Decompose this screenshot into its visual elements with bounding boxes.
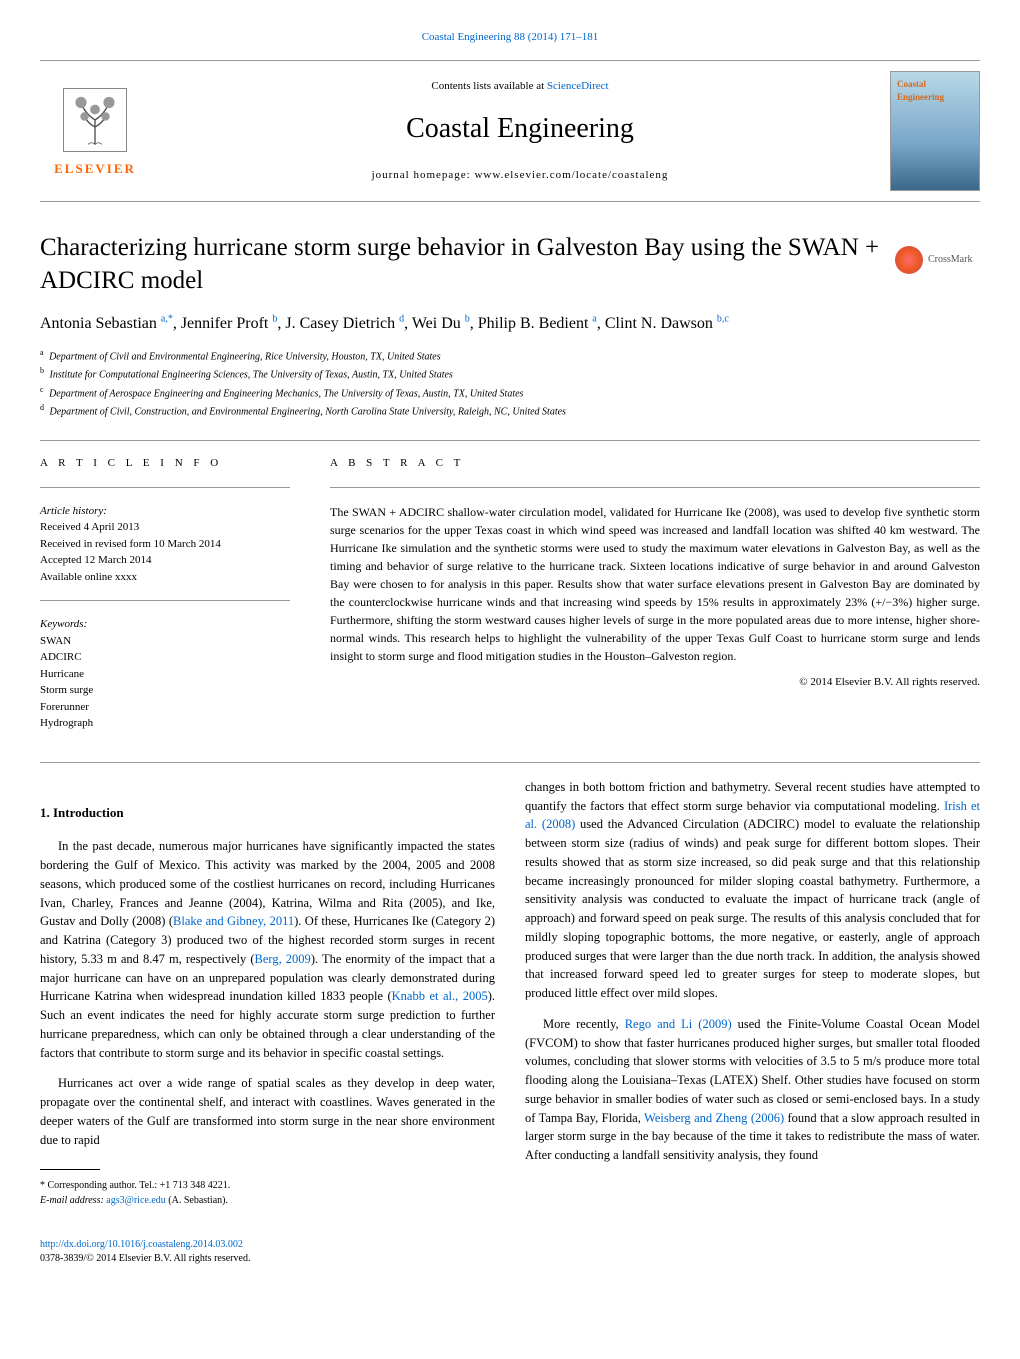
footnote-divider [40,1169,100,1170]
journal-banner: ELSEVIER Contents lists available at Sci… [40,60,980,202]
issn-line: 0378-3839/© 2014 Elsevier B.V. All right… [40,1252,980,1266]
ref-berg[interactable]: Berg, 2009 [255,952,311,966]
email-line: E-mail address: ags3@rice.edu (A. Sebast… [40,1193,495,1208]
abstract-heading: A B S T R A C T [330,456,980,471]
title-row: Characterizing hurricane storm surge beh… [40,232,980,297]
crossmark-badge[interactable]: CrossMark [895,237,980,282]
publisher-name: ELSEVIER [54,160,136,178]
contents-text: Contents lists available at [431,80,546,92]
cover-title: Coastal Engineering [897,78,973,103]
history-3: Available online xxxx [40,569,290,586]
keyword-1: ADCIRC [40,649,290,666]
abstract-text: The SWAN + ADCIRC shallow-water circulat… [330,503,980,665]
email-link[interactable]: ags3@rice.edu [106,1195,165,1206]
ref-rego[interactable]: Rego and Li (2009) [625,1017,732,1031]
affiliation-b: b Institute for Computational Engineerin… [40,365,980,383]
author-3: , Wei Du b [404,315,470,332]
author-1: , Jennifer Proft b [173,315,278,332]
keywords-label: Keywords: [40,616,290,633]
keywords-block: Keywords: SWAN ADCIRC Hurricane Storm su… [40,616,290,732]
affiliation-c: c Department of Aerospace Engineering an… [40,384,980,402]
citation-link[interactable]: Coastal Engineering 88 (2014) 171–181 [422,31,599,43]
column-left: 1. Introduction In the past decade, nume… [40,778,495,1209]
keyword-2: Hurricane [40,666,290,683]
article-history: Article history: Received 4 April 2013 R… [40,503,290,586]
divider-top [40,440,980,441]
publisher-logo: ELSEVIER [40,76,150,186]
history-1: Received in revised form 10 March 2014 [40,536,290,553]
author-0: Antonia Sebastian a,* [40,315,173,332]
abstract-block: A B S T R A C T The SWAN + ADCIRC shallo… [330,456,980,746]
banner-center: Contents lists available at ScienceDirec… [150,79,890,184]
history-label: Article history: [40,503,290,520]
affiliation-d: d Department of Civil, Construction, and… [40,402,980,420]
col1-para-2: Hurricanes act over a wide range of spat… [40,1074,495,1149]
section-heading: 1. Introduction [40,803,495,823]
sciencedirect-link[interactable]: ScienceDirect [547,80,609,92]
journal-title: Coastal Engineering [170,109,870,148]
history-0: Received 4 April 2013 [40,519,290,536]
ref-blake[interactable]: Blake and Gibney, 2011 [173,914,294,928]
info-abstract-row: A R T I C L E I N F O Article history: R… [40,456,980,746]
col2-para-2: More recently, Rego and Li (2009) used t… [525,1015,980,1165]
ref-weisberg[interactable]: Weisberg and Zheng (2006) [644,1111,784,1125]
abstract-copyright: © 2014 Elsevier B.V. All rights reserved… [330,675,980,690]
author-5: , Clint N. Dawson b,c [597,315,729,332]
body-columns: 1. Introduction In the past decade, nume… [40,778,980,1209]
ref-knabb[interactable]: Knabb et al., 2005 [392,989,488,1003]
bottom-info: http://dx.doi.org/10.1016/j.coastaleng.2… [40,1238,980,1266]
info-heading: A R T I C L E I N F O [40,456,290,471]
col2-para-1: changes in both bottom friction and bath… [525,778,980,1003]
affiliation-a: a Department of Civil and Environmental … [40,347,980,365]
doi-link[interactable]: http://dx.doi.org/10.1016/j.coastaleng.2… [40,1239,243,1250]
journal-cover: Coastal Engineering [890,71,980,191]
col1-para-1: In the past decade, numerous major hurri… [40,837,495,1062]
authors-line: Antonia Sebastian a,*, Jennifer Proft b,… [40,312,980,335]
column-right: changes in both bottom friction and bath… [525,778,980,1209]
contents-line: Contents lists available at ScienceDirec… [170,79,870,94]
elsevier-tree-icon [60,85,130,155]
history-2: Accepted 12 March 2014 [40,552,290,569]
corresponding-author: * Corresponding author. Tel.: +1 713 348… [40,1178,495,1193]
author-4: , Philip B. Bedient a [470,315,597,332]
abstract-divider [330,487,980,488]
divider-bottom [40,762,980,763]
crossmark-icon [895,246,923,274]
keyword-0: SWAN [40,633,290,650]
crossmark-label: CrossMark [928,253,972,267]
article-info: A R T I C L E I N F O Article history: R… [40,456,290,746]
info-divider-1 [40,487,290,488]
info-divider-2 [40,600,290,601]
keyword-5: Hydrograph [40,715,290,732]
affiliations: a Department of Civil and Environmental … [40,347,980,420]
keyword-4: Forerunner [40,699,290,716]
keyword-3: Storm surge [40,682,290,699]
author-2: , J. Casey Dietrich d [277,315,404,332]
article-title: Characterizing hurricane storm surge beh… [40,232,895,297]
footnote: * Corresponding author. Tel.: +1 713 348… [40,1178,495,1208]
header-citation: Coastal Engineering 88 (2014) 171–181 [40,30,980,45]
journal-homepage: journal homepage: www.elsevier.com/locat… [170,168,870,183]
